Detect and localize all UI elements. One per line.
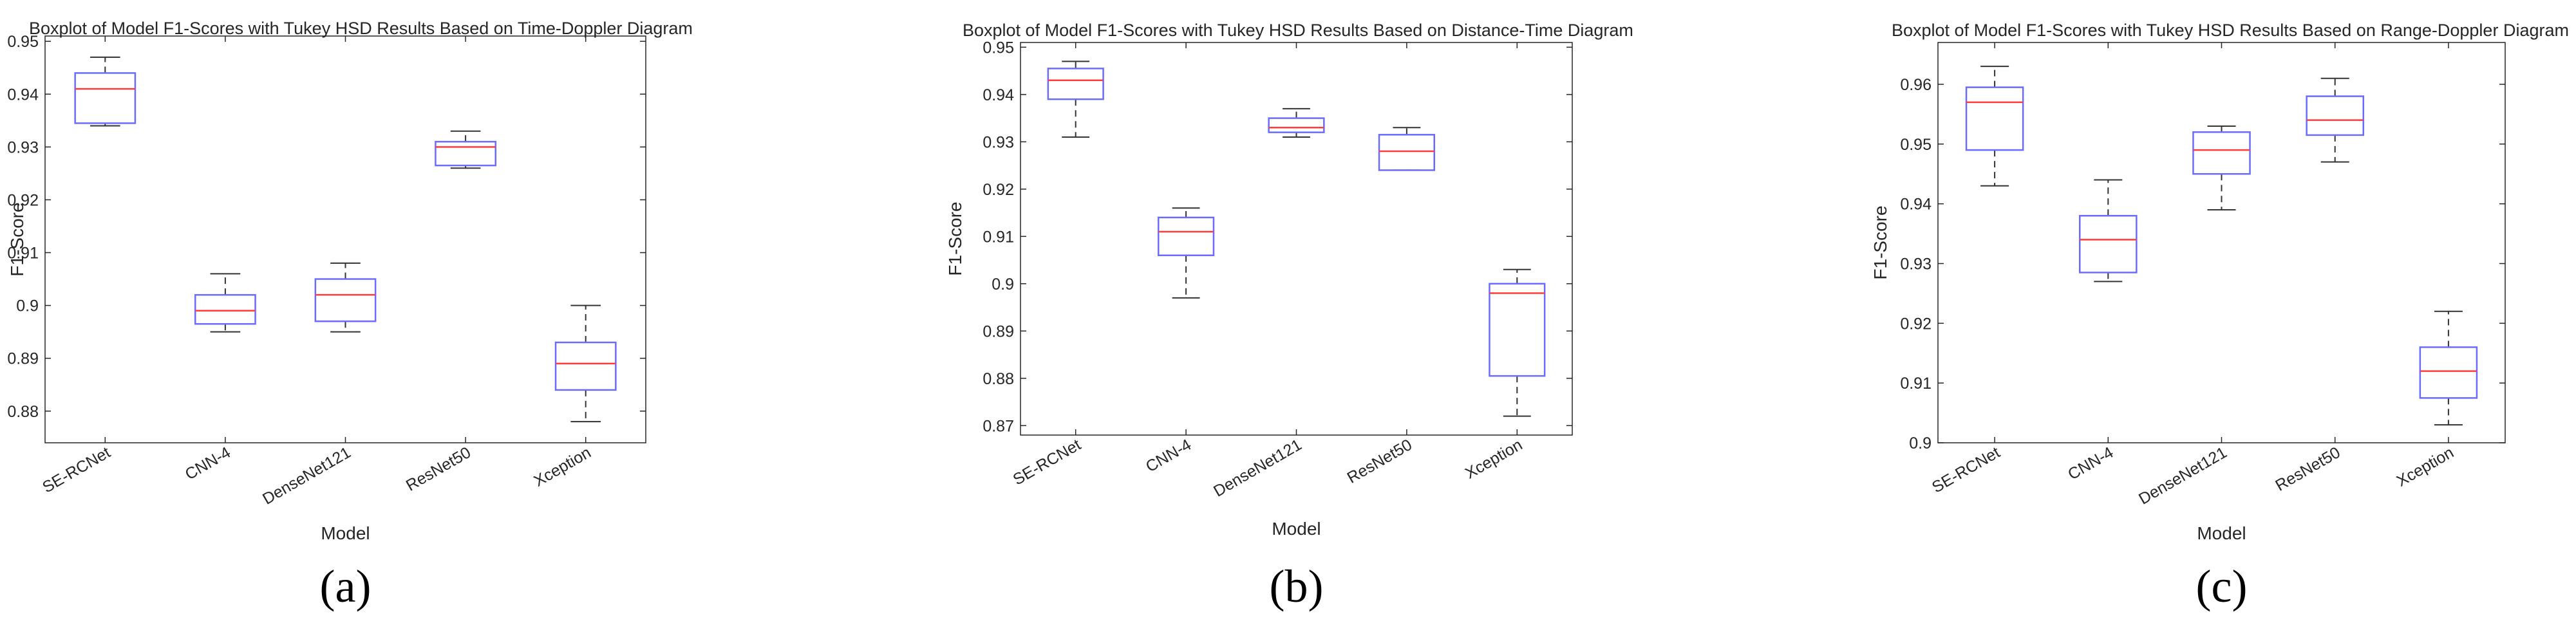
x-tick-label: ResNet50 [403,443,474,495]
boxplot-panel-3: Boxplot of Model F1-Scores with Tukey HS… [1870,21,2569,612]
box-cnn-4 [2079,179,2138,283]
box-xception [1489,268,1546,417]
box-cnn-4 [194,273,256,333]
box-se-rcnet [1047,60,1104,138]
boxplot-panel-2: Boxplot of Model F1-Scores with Tukey HS… [945,21,1633,612]
x-tick-label: CNN-4 [1143,436,1194,476]
y-tick-label: 0.92 [7,191,39,209]
iqr-box [435,140,497,167]
y-tick-label: 0.93 [1900,255,1932,273]
y-tick-label: 0.92 [982,181,1014,199]
y-tick-label: 0.93 [982,133,1014,151]
y-tick-label: 0.9 [1909,434,1932,452]
box-xception [554,304,617,423]
y-tick-label: 0.88 [7,403,39,421]
y-tick-label: 0.91 [1900,375,1932,393]
x-axis-label: Model [2197,523,2246,543]
y-tick-label: 0.89 [982,322,1014,340]
iqr-box [194,293,256,325]
x-tick-label: DenseNet121 [1210,436,1304,501]
y-tick-label: 0.94 [1900,196,1932,214]
iqr-box [1489,283,1546,377]
iqr-box [1158,216,1215,256]
box-densenet121 [1268,107,1325,138]
iqr-box [554,341,617,391]
y-tick-label: 0.88 [982,370,1014,388]
y-tick-label: 0.94 [982,86,1014,104]
x-tick-label: CNN-4 [2065,443,2116,483]
y-tick-label: 0.92 [1900,315,1932,333]
x-tick-label: ResNet50 [1344,436,1415,487]
y-tick-label: 0.94 [7,86,39,104]
box-densenet121 [2192,125,2251,210]
y-tick-label: 0.95 [982,39,1014,57]
box-resnet50 [1378,127,1436,171]
x-tick-label: Xception [2394,443,2457,490]
iqr-box [74,72,136,124]
chart-title: Boxplot of Model F1-Scores with Tukey HS… [29,19,693,38]
box-densenet121 [314,262,377,333]
iqr-box [1047,68,1104,100]
iqr-box [1378,134,1436,171]
x-tick-label: CNN-4 [182,443,234,483]
y-tick-label: 0.9 [992,275,1014,293]
iqr-box [2306,95,2364,136]
x-tick-label: SE-RCNet [1929,443,2003,497]
x-axis-label: Model [321,523,370,543]
panel-label: (b) [1270,561,1324,612]
x-tick-label: ResNet50 [2272,443,2343,495]
chart-title: Boxplot of Model F1-Scores with Tukey HS… [963,21,1633,40]
y-axis-label: F1-Score [7,202,27,276]
y-tick-label: 0.89 [7,350,39,368]
iqr-box [2192,131,2251,175]
box-se-rcnet [74,56,136,127]
iqr-box [2419,346,2478,399]
y-tick-label: 0.87 [982,417,1014,435]
x-tick-label: SE-RCNet [39,443,113,497]
x-axis-label: Model [1272,519,1321,539]
y-axis-label: F1-Score [1870,205,1890,279]
chart-title: Boxplot of Model F1-Scores with Tukey HS… [1892,21,2569,40]
iqr-box [314,278,377,322]
y-tick-label: 0.96 [1900,76,1932,94]
x-tick-label: Xception [531,443,594,490]
box-cnn-4 [1158,207,1215,299]
y-tick-label: 0.9 [16,297,39,315]
iqr-box [2079,214,2138,274]
box-resnet50 [2306,77,2364,163]
y-tick-label: 0.93 [7,138,39,156]
box-resnet50 [435,130,497,169]
y-axis-label: F1-Score [945,201,965,275]
y-tick-label: 0.91 [7,245,39,263]
y-tick-label: 0.95 [7,33,39,51]
y-tick-label: 0.91 [982,228,1014,246]
x-tick-label: Xception [1462,436,1525,483]
panel-label: (c) [2196,561,2248,612]
y-tick-label: 0.95 [1900,136,1932,154]
x-tick-label: DenseNet121 [2136,443,2230,508]
box-xception [2419,310,2478,426]
iqr-box [1965,86,2024,151]
box-se-rcnet [1965,66,2024,187]
panel-label: (a) [320,561,371,612]
x-tick-label: SE-RCNet [1010,436,1084,489]
iqr-box [1268,117,1325,133]
boxplot-panel-1: Boxplot of Model F1-Scores with Tukey HS… [7,19,693,612]
x-tick-label: DenseNet121 [259,443,353,508]
